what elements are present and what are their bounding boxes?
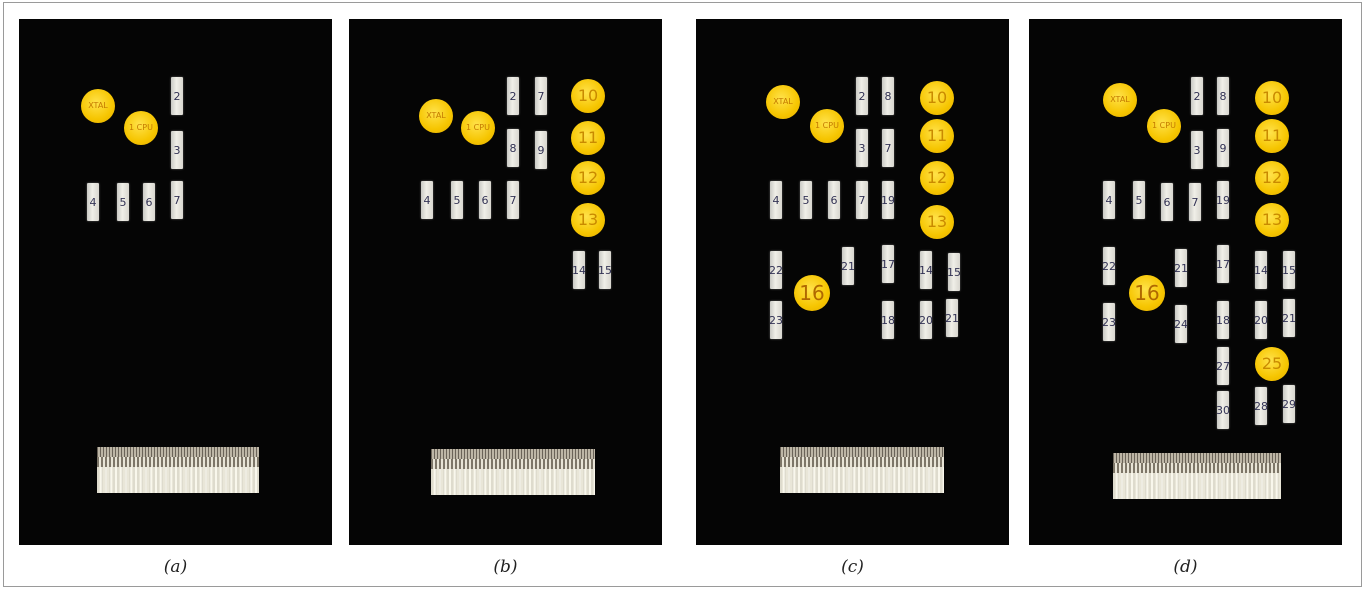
ic-dot: 13 <box>571 203 605 237</box>
chip: 23 <box>1103 303 1115 341</box>
chip: 20 <box>920 301 932 339</box>
chip: 5 <box>800 181 812 219</box>
cpu-label: 1 CPU <box>461 111 495 145</box>
chip: 4 <box>421 181 433 219</box>
ic-dot: 12 <box>1255 161 1289 195</box>
chip: 5 <box>117 183 129 221</box>
caption-d: (d) <box>1173 557 1198 577</box>
chip: 20 <box>1255 301 1267 339</box>
chip: 6 <box>828 181 840 219</box>
chip: 8 <box>1217 77 1229 115</box>
chip: 14 <box>920 251 932 289</box>
chip: 6 <box>1161 183 1173 221</box>
chip: 22 <box>1103 247 1115 285</box>
ic-dot: 13 <box>920 205 954 239</box>
ic-dot: 12 <box>571 161 605 195</box>
chip: 17 <box>882 245 894 283</box>
chip: 7 <box>535 77 547 115</box>
chip: 22 <box>770 251 782 289</box>
chip: 2 <box>507 77 519 115</box>
chip: 5 <box>451 181 463 219</box>
caption-c: (c) <box>841 557 864 577</box>
ic-dot: 10 <box>1255 81 1289 115</box>
chip: 24 <box>1175 305 1187 343</box>
chip: 4 <box>770 181 782 219</box>
board-photo-a: XTAL 1 CPU 2 3 4 5 6 7 <box>19 19 332 545</box>
ic-dot: 12 <box>920 161 954 195</box>
edge-connector <box>1113 453 1281 499</box>
ic-dot: 10 <box>571 79 605 113</box>
chip: 3 <box>1191 131 1203 169</box>
xtal-label: XTAL <box>1103 83 1137 117</box>
chip: 29 <box>1283 385 1295 423</box>
xtal-label: XTAL <box>766 85 800 119</box>
chip: 7 <box>171 181 183 219</box>
board-photo-b: XTAL 1 CPU 2 7 8 9 4 5 6 7 10 11 12 13 1… <box>349 19 662 545</box>
edge-connector <box>97 447 259 493</box>
chip: 9 <box>1217 129 1229 167</box>
chip: 3 <box>171 131 183 169</box>
chip: 2 <box>171 77 183 115</box>
chip: 7 <box>882 129 894 167</box>
ic-dot: 13 <box>1255 203 1289 237</box>
chip: 28 <box>1255 387 1267 425</box>
chip: 8 <box>507 129 519 167</box>
caption-a: (a) <box>163 557 188 577</box>
ic-dot: 10 <box>920 81 954 115</box>
board-photo-d: XTAL 1 CPU 2 8 3 9 4 5 6 7 19 10 11 12 1… <box>1029 19 1342 545</box>
chip: 27 <box>1217 347 1229 385</box>
caption-b: (b) <box>493 557 518 577</box>
chip: 21 <box>946 299 958 337</box>
chip: 6 <box>143 183 155 221</box>
chip: 7 <box>507 181 519 219</box>
chip: 19 <box>882 181 894 219</box>
chip: 14 <box>1255 251 1267 289</box>
ic-dot-large: 16 <box>794 275 830 311</box>
chip: 3 <box>856 129 868 167</box>
chip: 21 <box>842 247 854 285</box>
cpu-label: 1 CPU <box>124 111 158 145</box>
chip: 2 <box>856 77 868 115</box>
chip: 4 <box>87 183 99 221</box>
chip: 23 <box>770 301 782 339</box>
chip: 15 <box>599 251 611 289</box>
xtal-label: XTAL <box>419 99 453 133</box>
chip: 18 <box>1217 301 1229 339</box>
chip: 2 <box>1191 77 1203 115</box>
chip: 7 <box>856 181 868 219</box>
cpu-label: 1 CPU <box>810 109 844 143</box>
edge-connector <box>431 449 595 495</box>
ic-dot: 11 <box>571 121 605 155</box>
ic-dot: 25 <box>1255 347 1289 381</box>
chip: 15 <box>948 253 960 291</box>
edge-connector <box>780 447 944 493</box>
cpu-label: 1 CPU <box>1147 109 1181 143</box>
chip: 21 <box>1175 249 1187 287</box>
ic-dot-large: 16 <box>1129 275 1165 311</box>
ic-dot: 11 <box>920 119 954 153</box>
xtal-label: XTAL <box>81 89 115 123</box>
chip: 17 <box>1217 245 1229 283</box>
chip: 15 <box>1283 251 1295 289</box>
board-photo-c: XTAL 1 CPU 2 8 3 7 4 5 6 7 19 10 11 12 1… <box>696 19 1009 545</box>
chip: 4 <box>1103 181 1115 219</box>
chip: 9 <box>535 131 547 169</box>
chip: 18 <box>882 301 894 339</box>
chip: 7 <box>1189 183 1201 221</box>
chip: 14 <box>573 251 585 289</box>
chip: 21 <box>1283 299 1295 337</box>
chip: 5 <box>1133 181 1145 219</box>
chip: 6 <box>479 181 491 219</box>
chip: 8 <box>882 77 894 115</box>
ic-dot: 11 <box>1255 119 1289 153</box>
figure-frame: XTAL 1 CPU 2 3 4 5 6 7 (a) XTAL 1 CPU 2 … <box>3 2 1362 587</box>
chip: 19 <box>1217 181 1229 219</box>
chip: 30 <box>1217 391 1229 429</box>
